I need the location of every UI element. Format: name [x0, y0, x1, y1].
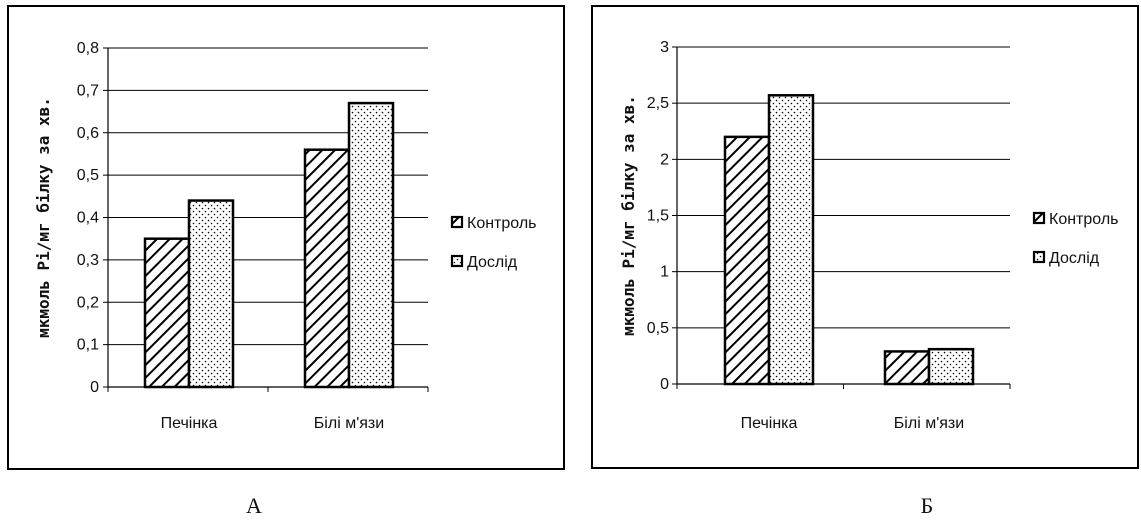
x-category-label: Печінка: [741, 415, 798, 432]
legend-swatch: [1032, 211, 1046, 225]
y-tick-label: 0,1: [77, 337, 99, 354]
y-tick-label: 1,5: [647, 208, 669, 225]
y-tick-label: 0: [660, 376, 669, 393]
panel-letter: Б: [921, 493, 934, 518]
legend-swatch: [1032, 250, 1046, 264]
y-tick-label: 0,3: [77, 252, 99, 269]
panel-letter: А: [246, 493, 262, 518]
legend-swatch: [450, 215, 464, 229]
bar-experiment-liver: [767, 94, 815, 386]
y-tick-label: 1: [660, 264, 669, 281]
y-tick-label: 2,5: [647, 95, 669, 112]
legend-label: Дослід: [1049, 250, 1100, 267]
y-tick-label: 0,5: [647, 320, 669, 337]
legend-label: Контроль: [1049, 211, 1119, 228]
y-tick-label: 0,4: [77, 210, 99, 227]
legend-label: Контроль: [467, 215, 537, 232]
y-tick-label: 0,2: [77, 294, 99, 311]
chart-frame: [591, 5, 1139, 469]
y-tick-label: 3: [660, 39, 669, 56]
y-axis-title: мкмоль Рі/мг білку за хв.: [619, 95, 638, 336]
y-tick-label: 0,8: [77, 40, 99, 57]
chart-frame: [7, 5, 565, 470]
y-tick-label: 0,7: [77, 82, 99, 99]
legend-swatch: [450, 254, 464, 268]
bar-experiment-muscle: [927, 347, 975, 386]
bar-experiment-liver: [187, 199, 235, 389]
y-axis-title: мкмоль Рі/мг білку за хв.: [34, 97, 53, 338]
x-category-label: Білі м'язи: [894, 415, 964, 432]
x-category-label: Білі м'язи: [314, 415, 384, 432]
legend-label: Дослід: [467, 254, 518, 271]
bar-control-liver: [143, 237, 191, 389]
chart-b-svg: 0 0,5 1 1,5 2 2,5 3 Печінка Білі м'язи мкмоль Рі/…: [591, 5, 1139, 518]
bar-control-muscle: [303, 148, 351, 389]
y-tick-label: 0,5: [77, 167, 99, 184]
y-tick-label: 0: [90, 379, 99, 396]
chart-panel-a: 0 0,1 0,2 0,3 0,4 0,5 0,6 0,7 0,8 Печінка Білі м'я…: [0, 0, 570, 528]
chart-a-svg: 0 0,1 0,2 0,3 0,4 0,5 0,6 0,7 0,8 Печінка Білі м'я…: [7, 5, 565, 518]
bar-experiment-muscle: [347, 101, 395, 389]
x-category-label: Печінка: [161, 415, 218, 432]
bar-control-liver: [723, 135, 771, 386]
bar-control-muscle: [883, 350, 931, 386]
y-tick-label: 0,6: [77, 125, 99, 142]
chart-panel-b: 0 0,5 1 1,5 2 2,5 3 Печінка Білі м'язи мкмоль Рі/…: [580, 0, 1141, 528]
y-tick-label: 2: [660, 151, 669, 168]
